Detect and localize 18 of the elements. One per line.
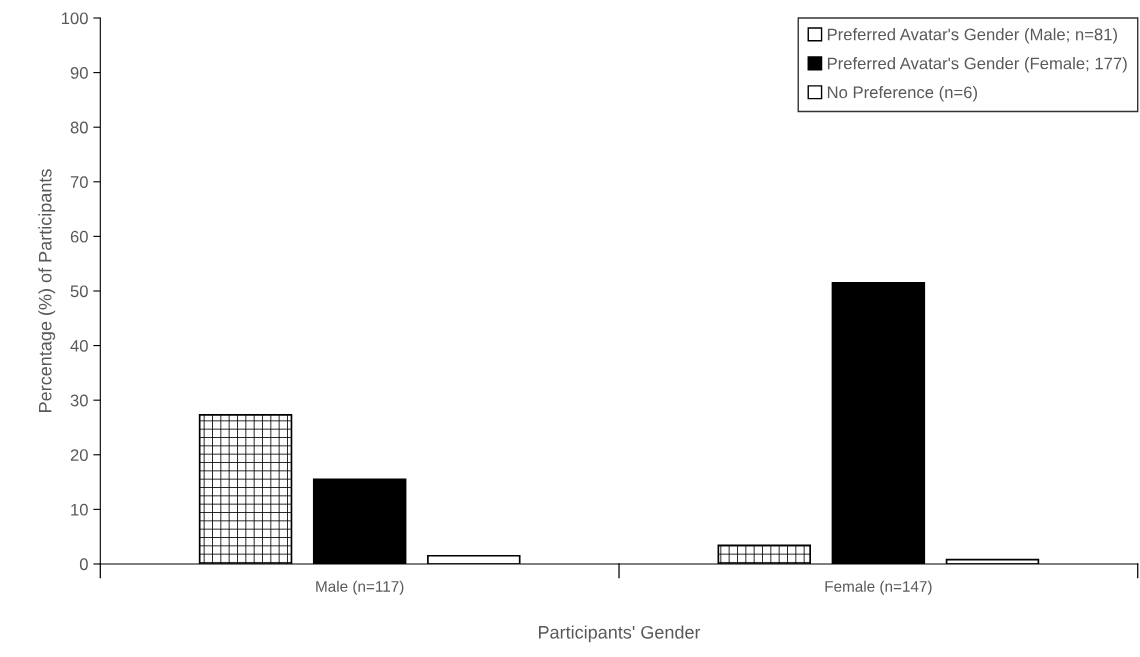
x-axis-title: Participants' Gender — [539, 625, 701, 643]
y-tick-label: 20 — [70, 449, 88, 461]
legend-label: No Preference (n=6) — [827, 86, 977, 102]
y-tick-label: 100 — [61, 12, 88, 25]
y-axis-title: Percentage (%) of Participants — [38, 169, 56, 412]
x-tick-label: Male (n=117) — [316, 580, 404, 595]
y-tick-label: 40 — [70, 339, 88, 352]
legend-label: Preferred Avatar's Gender (Female; 177) — [827, 57, 1127, 73]
y-tick-label: 30 — [70, 394, 88, 407]
y-tick-label: 80 — [70, 121, 88, 134]
y-tick-label: 60 — [70, 230, 88, 243]
y-tick-label: 0 — [79, 558, 88, 571]
y-tick-label: 90 — [70, 67, 88, 79]
y-tick-label: 10 — [71, 503, 88, 516]
y-tick-label: 70 — [70, 176, 88, 188]
x-tick-label: Female (n=147) — [825, 580, 932, 595]
legend-label: Preferred Avatar's Gender (Male; n=81) — [827, 28, 1117, 44]
y-tick-label: 50 — [70, 285, 88, 298]
